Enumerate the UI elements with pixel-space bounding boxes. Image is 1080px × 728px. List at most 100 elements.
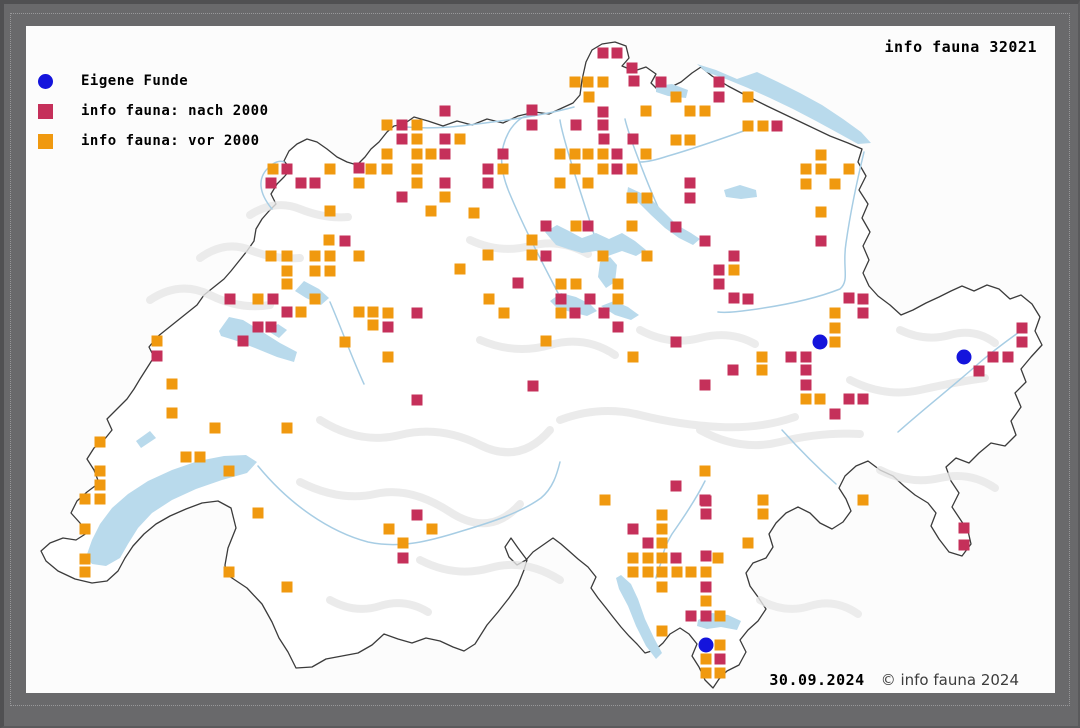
record-square-nach-2000 xyxy=(627,133,639,145)
record-square-nach-2000 xyxy=(987,351,999,363)
lake-murten xyxy=(268,324,287,338)
record-square-vor-2000 xyxy=(309,265,321,277)
record-square-vor-2000 xyxy=(570,220,582,232)
record-square-vor-2000 xyxy=(656,625,668,637)
record-square-nach-2000 xyxy=(685,610,697,622)
record-square-vor-2000 xyxy=(670,134,682,146)
record-square-nach-2000 xyxy=(598,133,610,145)
record-square-nach-2000 xyxy=(555,293,567,305)
record-square-vor-2000 xyxy=(599,494,611,506)
record-square-vor-2000 xyxy=(411,148,423,160)
record-square-vor-2000 xyxy=(815,149,827,161)
record-square-nach-2000 xyxy=(857,293,869,305)
record-square-vor-2000 xyxy=(281,422,293,434)
record-square-vor-2000 xyxy=(700,667,712,679)
record-square-vor-2000 xyxy=(714,639,726,651)
record-square-vor-2000 xyxy=(79,523,91,535)
record-square-nach-2000 xyxy=(713,278,725,290)
record-square-vor-2000 xyxy=(252,507,264,519)
record-square-vor-2000 xyxy=(800,178,812,190)
lake-joux xyxy=(136,431,156,448)
legend-label-nach-2000: info fauna: nach 2000 xyxy=(81,103,269,119)
record-square-vor-2000 xyxy=(642,566,654,578)
record-square-nach-2000 xyxy=(439,177,451,189)
record-square-vor-2000 xyxy=(79,553,91,565)
record-square-vor-2000 xyxy=(569,148,581,160)
record-square-vor-2000 xyxy=(425,205,437,217)
record-square-vor-2000 xyxy=(94,465,106,477)
record-square-vor-2000 xyxy=(843,163,855,175)
record-square-nach-2000 xyxy=(482,163,494,175)
record-square-vor-2000 xyxy=(814,393,826,405)
record-square-vor-2000 xyxy=(656,523,668,535)
record-square-vor-2000 xyxy=(554,177,566,189)
lake-lucerne xyxy=(545,225,646,256)
record-square-vor-2000 xyxy=(656,537,668,549)
record-square-vor-2000 xyxy=(94,479,106,491)
record-square-vor-2000 xyxy=(353,250,365,262)
record-square-vor-2000 xyxy=(626,220,638,232)
record-square-nach-2000 xyxy=(597,119,609,131)
record-square-vor-2000 xyxy=(554,148,566,160)
record-square-vor-2000 xyxy=(223,465,235,477)
record-square-vor-2000 xyxy=(642,552,654,564)
record-square-nach-2000 xyxy=(439,148,451,160)
record-square-vor-2000 xyxy=(597,76,609,88)
record-square-vor-2000 xyxy=(454,263,466,275)
record-square-nach-2000 xyxy=(829,408,841,420)
footer-date: 30.09.2024 xyxy=(769,671,865,689)
nach-2000-square-icon xyxy=(38,103,53,119)
record-square-vor-2000 xyxy=(454,133,466,145)
record-square-nach-2000 xyxy=(958,539,970,551)
record-square-nach-2000 xyxy=(526,119,538,131)
record-square-nach-2000 xyxy=(670,552,682,564)
record-square-vor-2000 xyxy=(425,148,437,160)
record-square-nach-2000 xyxy=(281,306,293,318)
record-square-vor-2000 xyxy=(411,177,423,189)
record-square-nach-2000 xyxy=(728,250,740,262)
record-square-vor-2000 xyxy=(829,178,841,190)
record-square-vor-2000 xyxy=(829,322,841,334)
map-canvas: Eigene Funde info fauna: nach 2000 info … xyxy=(26,26,1055,693)
record-square-nach-2000 xyxy=(526,104,538,116)
lake-constance xyxy=(697,64,871,144)
record-square-nach-2000 xyxy=(800,379,812,391)
record-square-nach-2000 xyxy=(612,321,624,333)
record-square-vor-2000 xyxy=(411,119,423,131)
record-square-vor-2000 xyxy=(555,278,567,290)
lake-neuchatel xyxy=(219,317,297,362)
record-square-vor-2000 xyxy=(79,566,91,578)
record-square-vor-2000 xyxy=(267,163,279,175)
legend: Eigene Funde info fauna: nach 2000 info … xyxy=(38,72,269,150)
record-square-vor-2000 xyxy=(324,250,336,262)
record-square-nach-2000 xyxy=(265,177,277,189)
record-square-vor-2000 xyxy=(382,351,394,363)
record-square-vor-2000 xyxy=(714,667,726,679)
record-square-vor-2000 xyxy=(597,148,609,160)
record-square-nach-2000 xyxy=(670,336,682,348)
record-square-nach-2000 xyxy=(382,321,394,333)
markers-nach-2000 xyxy=(151,47,1028,665)
record-square-vor-2000 xyxy=(627,351,639,363)
record-square-nach-2000 xyxy=(713,76,725,88)
record-square-nach-2000 xyxy=(439,105,451,117)
record-square-vor-2000 xyxy=(151,335,163,347)
record-square-nach-2000 xyxy=(396,119,408,131)
record-square-vor-2000 xyxy=(728,264,740,276)
record-square-vor-2000 xyxy=(323,234,335,246)
record-square-vor-2000 xyxy=(583,91,595,103)
record-square-vor-2000 xyxy=(194,451,206,463)
legend-item-nach-2000: info fauna: nach 2000 xyxy=(38,102,269,120)
record-square-nach-2000 xyxy=(611,148,623,160)
record-square-vor-2000 xyxy=(166,378,178,390)
record-square-nach-2000 xyxy=(611,163,623,175)
record-square-vor-2000 xyxy=(670,91,682,103)
record-square-vor-2000 xyxy=(411,163,423,175)
record-square-vor-2000 xyxy=(800,163,812,175)
record-square-vor-2000 xyxy=(757,508,769,520)
record-square-nach-2000 xyxy=(973,365,985,377)
record-square-nach-2000 xyxy=(785,351,797,363)
record-square-nach-2000 xyxy=(396,133,408,145)
record-square-vor-2000 xyxy=(640,148,652,160)
record-square-nach-2000 xyxy=(843,393,855,405)
